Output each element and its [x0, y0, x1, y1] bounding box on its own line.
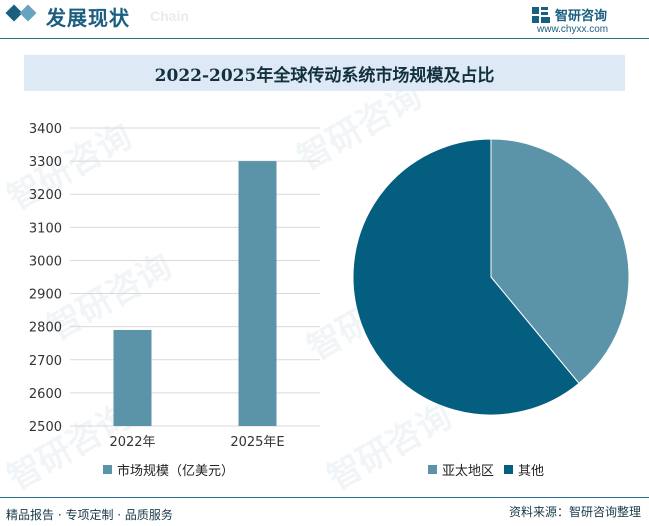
- legend-label: 亚太地区: [442, 464, 495, 479]
- chart-title-band: 2022-2025年全球传动系统市场规模及占比: [24, 55, 625, 91]
- y-tick-label: 2700: [29, 354, 62, 369]
- pie-chart: [352, 138, 630, 416]
- section-header: 发展现状 Chain: [0, 0, 260, 30]
- bar: [238, 161, 277, 426]
- legend-swatch: [504, 465, 514, 474]
- x-tick-label: 2022年: [109, 435, 155, 450]
- brand-name: 智研咨询: [555, 9, 608, 24]
- legend-swatch: [428, 465, 437, 474]
- pie-slice: [490, 138, 630, 385]
- y-tick-label: 2600: [29, 387, 62, 402]
- brand-url: www.chyxx.com: [537, 24, 609, 35]
- legend-label: 其他: [518, 464, 545, 479]
- y-tick-label: 2900: [29, 288, 62, 303]
- section-subtitle: Chain: [150, 8, 189, 24]
- bar-legend: 市场规模（亿美元）: [103, 460, 244, 479]
- y-tick-label: 3000: [29, 254, 62, 269]
- bar: [113, 329, 152, 426]
- brand-block: 智研咨询 www.chyxx.com: [531, 4, 641, 38]
- footer-tagline: 精品报告 · 专项定制 · 品质服务: [6, 508, 173, 522]
- footer-source: 资料来源：智研咨询整理: [508, 505, 641, 519]
- y-tick-label: 3300: [29, 155, 62, 170]
- legend-item: 市场规模（亿美元）: [103, 460, 234, 479]
- y-tick-label: 2800: [29, 321, 62, 336]
- legend-item: 其他: [504, 460, 544, 479]
- pie-slice: [352, 138, 580, 416]
- pie-legend: 亚太地区 其他: [428, 460, 554, 479]
- y-tick-label: 3200: [29, 188, 62, 203]
- bar-chart: 3400 3300 3200 3100 3000 2900 2800 2700 2600 2500…: [29, 122, 320, 450]
- y-tick-label: 3400: [29, 122, 62, 137]
- legend-item: 亚太地区: [428, 460, 494, 479]
- footer-divider: [0, 497, 649, 498]
- legend-swatch: [103, 465, 112, 474]
- section-title: 发展现状: [46, 6, 130, 30]
- legend-label: 市场规模（亿美元）: [117, 464, 235, 479]
- brand-logo-icon: [532, 7, 550, 23]
- y-tick-label: 2500: [29, 420, 62, 435]
- y-tick-label: 3100: [29, 221, 62, 236]
- x-tick-label: 2025年E: [230, 435, 284, 450]
- header-divider: [0, 38, 649, 39]
- chart-title: 2022-2025年全球传动系统市场规模及占比: [154, 65, 495, 86]
